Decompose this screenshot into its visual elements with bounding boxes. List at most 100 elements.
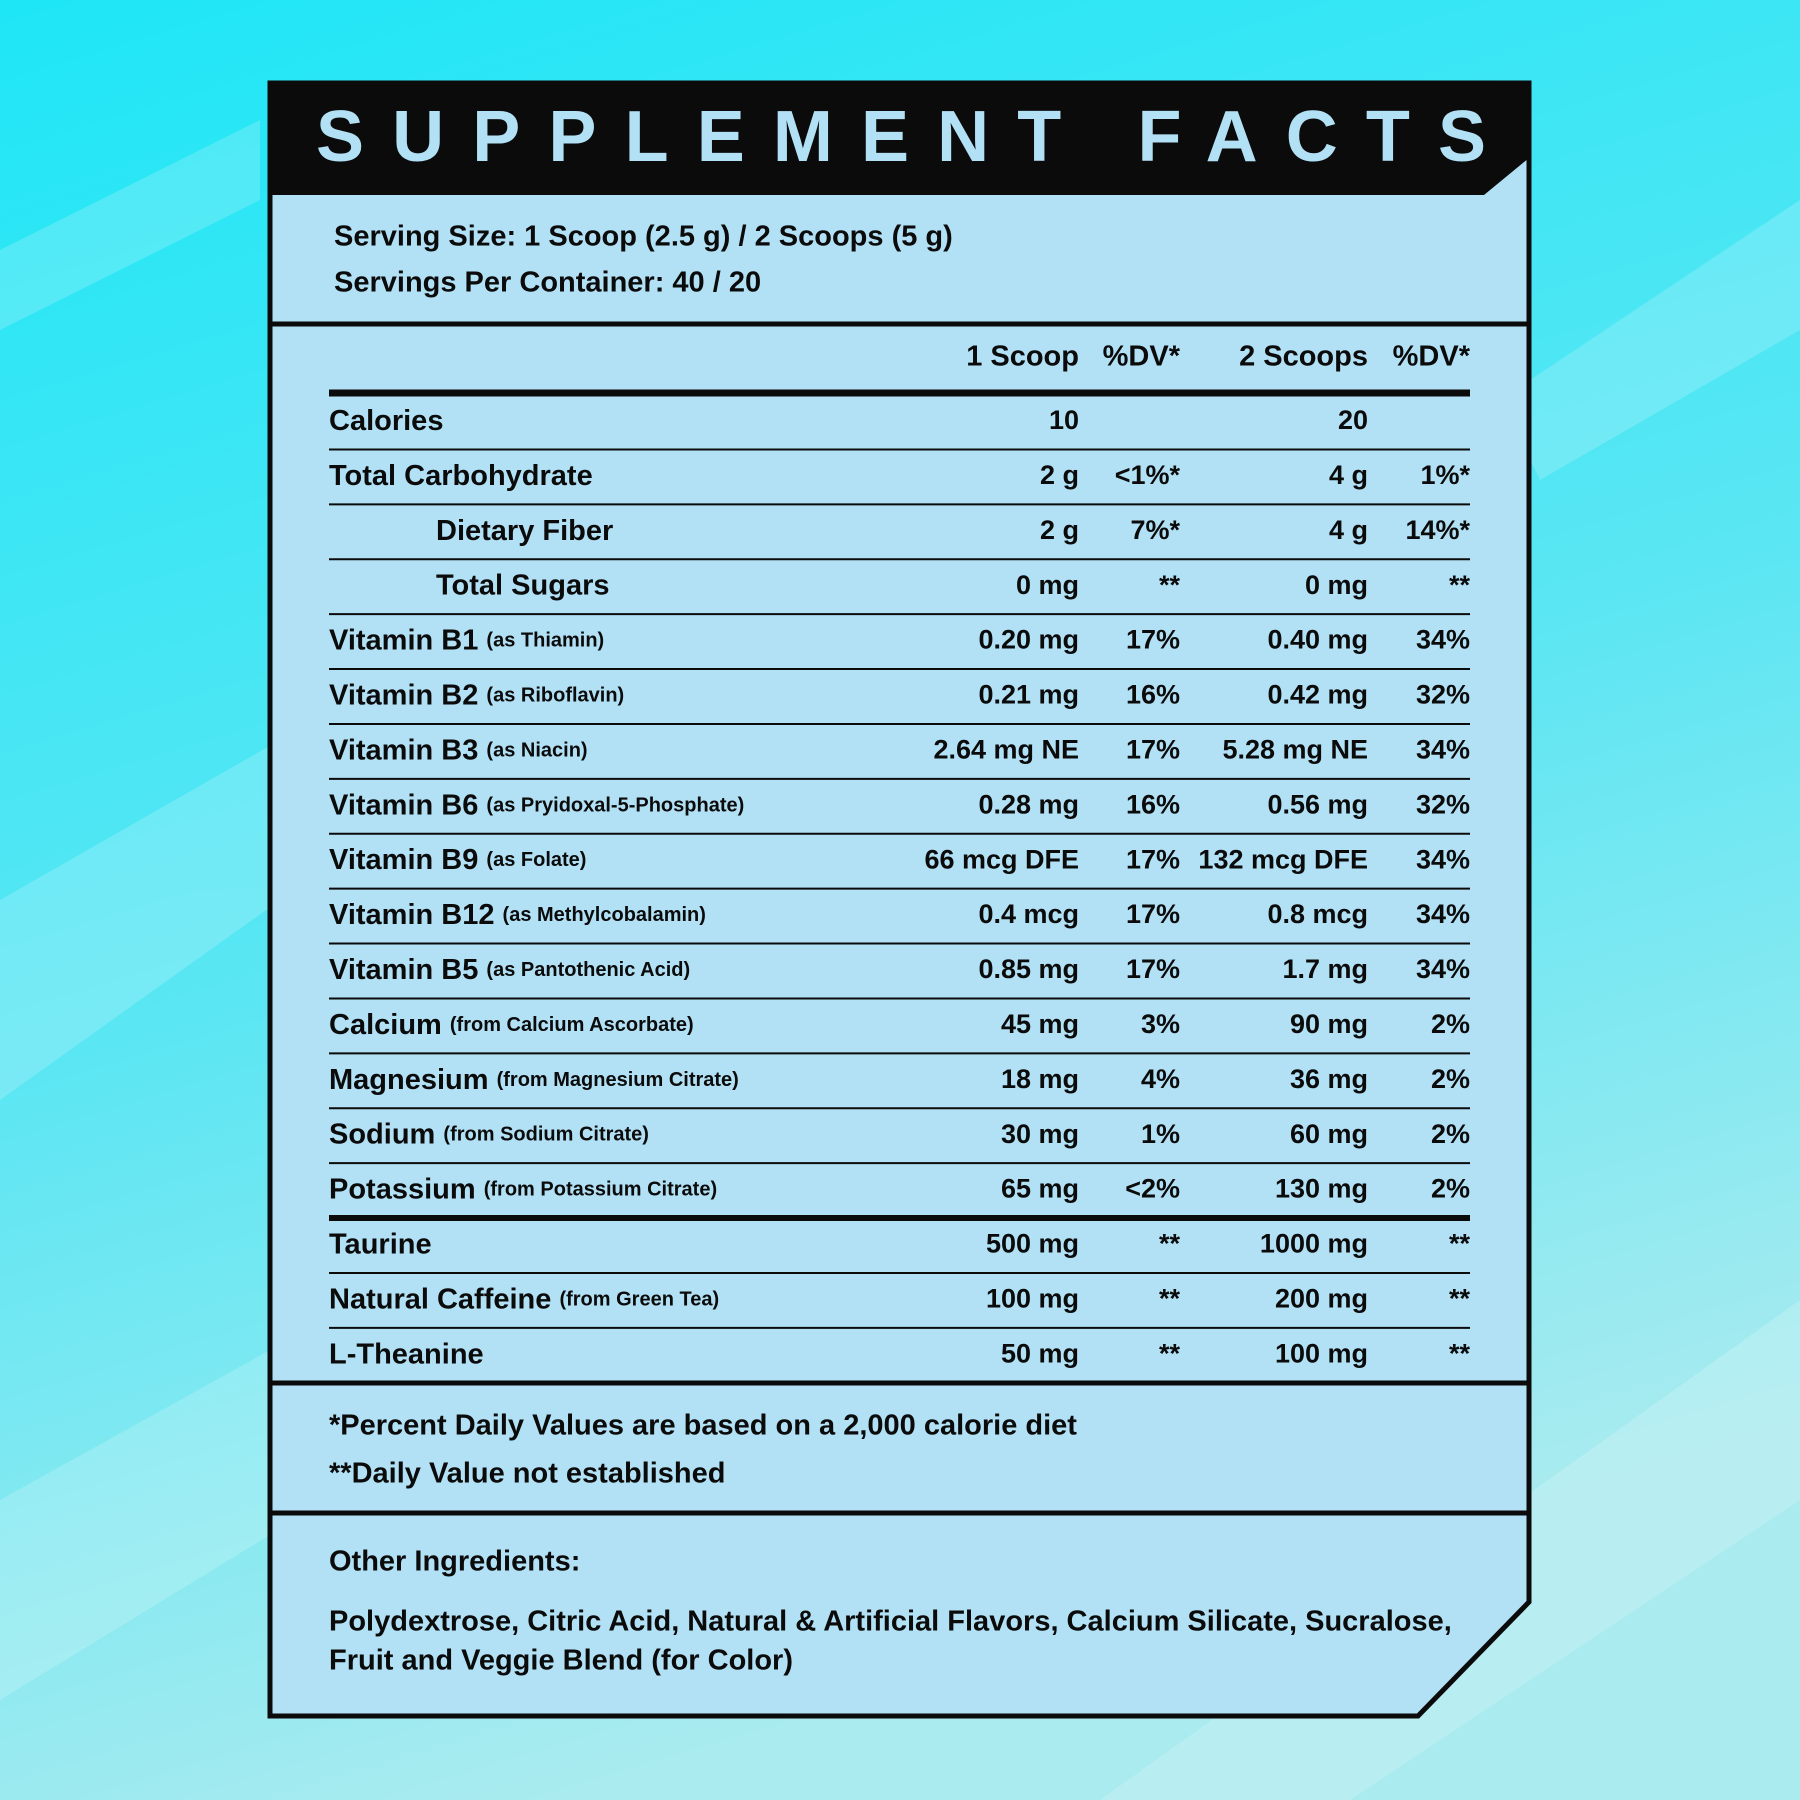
row-value: 4% <box>1141 1064 1180 1094</box>
row-value: 17% <box>1126 844 1180 874</box>
row-value: 4 g <box>1329 460 1368 490</box>
row-value: 100 mg <box>1275 1338 1368 1368</box>
footnote: *Percent Daily Values are based on a 2,0… <box>329 1410 1077 1442</box>
row-value: 34% <box>1416 625 1470 655</box>
row-value: 0 mg <box>1305 570 1368 600</box>
nutrient-name: Total Sugars <box>436 569 610 601</box>
row-value: 0 mg <box>1016 570 1079 600</box>
column-header: %DV* <box>1103 341 1181 373</box>
nutrient-name: Taurine <box>329 1228 432 1260</box>
serving-size: Serving Size: 1 Scoop (2.5 g) / 2 Scoops… <box>334 221 953 253</box>
row-value: 32% <box>1416 789 1470 819</box>
row-value: 60 mg <box>1290 1119 1368 1149</box>
row-value: ** <box>1159 1338 1181 1368</box>
row-value: ** <box>1449 1284 1471 1314</box>
row-label: Calories <box>329 405 443 437</box>
row-label: Potassium (from Potassium Citrate) <box>329 1173 717 1205</box>
row-value: 1%* <box>1420 460 1470 490</box>
row-label: Vitamin B9 (as Folate) <box>329 844 586 876</box>
row-value: 2 g <box>1040 515 1079 545</box>
row-value: 17% <box>1126 899 1180 929</box>
row-value: 2% <box>1431 1064 1470 1094</box>
row-value: 500 mg <box>986 1229 1079 1259</box>
row-value: 10 <box>1049 405 1079 435</box>
row-value: 0.40 mg <box>1267 625 1368 655</box>
row-value: ** <box>1159 570 1181 600</box>
nutrient-name: Natural Caffeine <box>329 1283 551 1315</box>
row-value: 4 g <box>1329 515 1368 545</box>
row-value: 36 mg <box>1290 1064 1368 1094</box>
row-value: ** <box>1449 1229 1471 1259</box>
servings-per-container: Servings Per Container: 40 / 20 <box>334 267 761 299</box>
header-bar <box>270 83 1529 195</box>
facts-table: 1 Scoop %DV* 2 Scoops %DV* Calories 10 20 Total… <box>329 341 1471 1370</box>
footnote: **Daily Value not established <box>329 1458 725 1490</box>
row-value: 34% <box>1416 735 1470 765</box>
row-label: Vitamin B12 (as Methylcobalamin) <box>329 899 706 931</box>
row-value: 20 <box>1338 405 1368 435</box>
row-label: Sodium (from Sodium Citrate) <box>329 1118 649 1150</box>
row-value: 200 mg <box>1275 1284 1368 1314</box>
nutrient-name: Total Carbohydrate <box>329 460 593 492</box>
row-value: ** <box>1159 1229 1181 1259</box>
row-value: 90 mg <box>1290 1009 1368 1039</box>
nutrient-name: Vitamin B3 <box>329 734 478 766</box>
row-value: 17% <box>1126 625 1180 655</box>
column-header: 2 Scoops <box>1239 341 1368 373</box>
row-label: Vitamin B1 (as Thiamin) <box>329 624 604 656</box>
row-value: ** <box>1449 1338 1471 1368</box>
row-value: ** <box>1449 570 1471 600</box>
row-value: 7%* <box>1130 515 1180 545</box>
row-value: 132 mcg DFE <box>1198 844 1368 874</box>
nutrient-source: (from Magnesium Citrate) <box>497 1069 739 1091</box>
nutrient-name: Potassium <box>329 1173 476 1205</box>
row-label: Taurine <box>329 1228 432 1260</box>
nutrient-source: (as Thiamin) <box>486 630 604 652</box>
row-label: Vitamin B5 (as Pantothenic Acid) <box>329 954 690 986</box>
row-value: 2% <box>1431 1174 1470 1204</box>
other-ingredients: Polydextrose, Citric Acid, Natural & Art… <box>329 1606 1452 1638</box>
nutrient-source: (as Methylcobalamin) <box>503 904 706 926</box>
row-value: 0.4 mcg <box>978 899 1079 929</box>
row-value: 50 mg <box>1001 1338 1079 1368</box>
row-value: <2% <box>1125 1174 1180 1204</box>
row-value: <1%* <box>1115 460 1181 490</box>
row-value: 1.7 mg <box>1282 954 1368 984</box>
row-value: 45 mg <box>1001 1009 1079 1039</box>
row-value: 2.64 mg NE <box>933 735 1079 765</box>
nutrient-name: Dietary Fiber <box>436 514 613 546</box>
row-label: Total Carbohydrate <box>329 460 593 492</box>
row-value: 100 mg <box>986 1284 1079 1314</box>
other-ingredients-title: Other Ingredients: <box>329 1546 580 1578</box>
row-value: 17% <box>1126 735 1180 765</box>
nutrient-source: (as Riboflavin) <box>486 685 624 707</box>
row-value: 34% <box>1416 899 1470 929</box>
row-value: 5.28 mg NE <box>1222 735 1368 765</box>
row-value: 130 mg <box>1275 1174 1368 1204</box>
row-value: 2% <box>1431 1009 1470 1039</box>
row-value: 0.28 mg <box>978 789 1079 819</box>
nutrient-name: Magnesium <box>329 1063 489 1095</box>
row-value: 0.21 mg <box>978 680 1079 710</box>
nutrient-name: Vitamin B6 <box>329 789 478 821</box>
row-label: L-Theanine <box>329 1338 484 1370</box>
row-value: 1% <box>1141 1119 1180 1149</box>
row-value: 65 mg <box>1001 1174 1079 1204</box>
nutrient-name: Vitamin B9 <box>329 844 478 876</box>
nutrient-name: Vitamin B1 <box>329 624 478 656</box>
row-value: 0.20 mg <box>978 625 1079 655</box>
column-header: %DV* <box>1393 341 1471 373</box>
nutrient-name: Vitamin B5 <box>329 954 478 986</box>
row-value: 18 mg <box>1001 1064 1079 1094</box>
row-value: 3% <box>1141 1009 1180 1039</box>
nutrient-source: (as Niacin) <box>486 740 587 762</box>
nutrient-name: Vitamin B2 <box>329 679 478 711</box>
nutrient-source: (as Pantothenic Acid) <box>486 959 690 981</box>
row-label: Vitamin B2 (as Riboflavin) <box>329 679 624 711</box>
nutrient-name: Calories <box>329 405 443 437</box>
row-label: Calcium (from Calcium Ascorbate) <box>329 1009 694 1041</box>
nutrient-source: (as Pryidoxal-5-Phosphate) <box>486 795 744 817</box>
nutrient-name: Sodium <box>329 1118 435 1150</box>
row-value: 0.56 mg <box>1267 789 1368 819</box>
nutrient-source: (from Sodium Citrate) <box>443 1124 649 1146</box>
